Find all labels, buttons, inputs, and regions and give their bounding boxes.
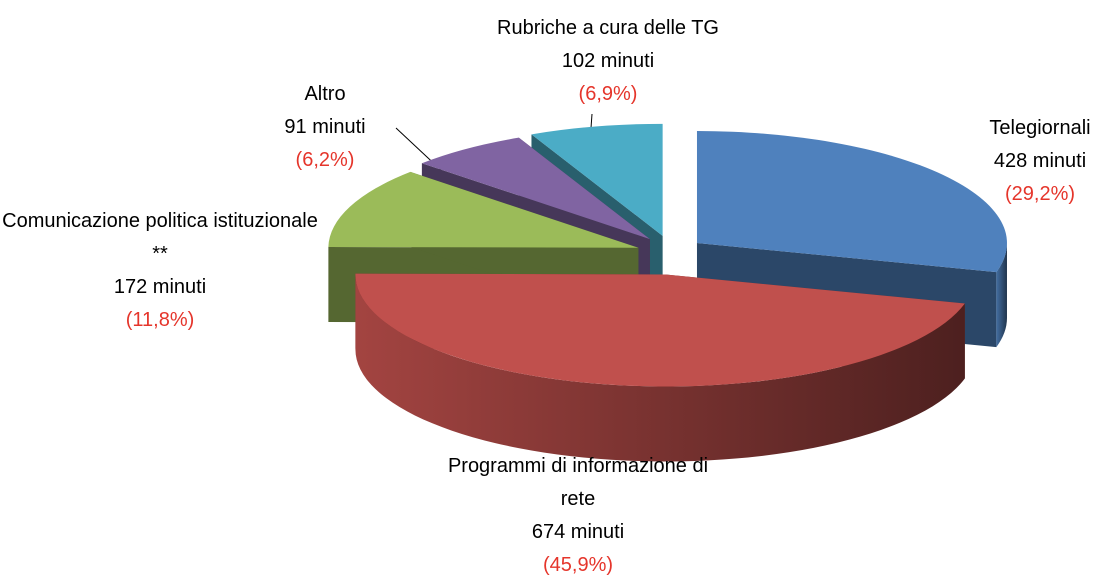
- value-label: 674 minuti: [531, 521, 625, 543]
- value-label: 172 minuti: [113, 276, 207, 298]
- percentage-label: (11,8%): [125, 309, 195, 331]
- slice-label: Altro 91 minuti (6,2%): [255, 78, 395, 177]
- pie-slice: [696, 131, 1007, 273]
- pie-slice: [531, 123, 663, 236]
- category-label: Programmi di informazione di rete: [447, 455, 709, 510]
- category-label: Altro: [304, 83, 346, 105]
- category-label: Rubriche a cura delle TG: [497, 17, 719, 39]
- slice-side-outer: [996, 243, 1007, 348]
- percentage-label: (45,9%): [542, 554, 614, 576]
- category-label: Telegiornali: [989, 117, 1091, 139]
- percentage-label: (29,2%): [1004, 183, 1076, 205]
- slice-label: Telegiornali 428 minuti (29,2%): [960, 112, 1117, 211]
- value-label: 102 minuti: [561, 50, 655, 72]
- percentage-label: (6,9%): [578, 83, 638, 105]
- slice-tops: [328, 123, 1007, 387]
- pie-slice: [328, 171, 639, 248]
- percentage-label: (6,2%): [295, 149, 355, 171]
- slice-side-outer: [355, 274, 965, 462]
- slice-label: Rubriche a cura delle TG 102 minuti (6,9%): [438, 12, 778, 111]
- category-label: Comunicazione politica istituzionale **: [2, 210, 318, 265]
- pie-slice: [421, 137, 650, 240]
- value-label: 91 minuti: [284, 116, 366, 138]
- slice-label: Comunicazione politica istituzionale ** 1…: [0, 205, 325, 337]
- slice-label: Programmi di informazione di rete 674 min…: [433, 450, 723, 582]
- pie-slice: [355, 273, 965, 387]
- value-label: 428 minuti: [993, 150, 1087, 172]
